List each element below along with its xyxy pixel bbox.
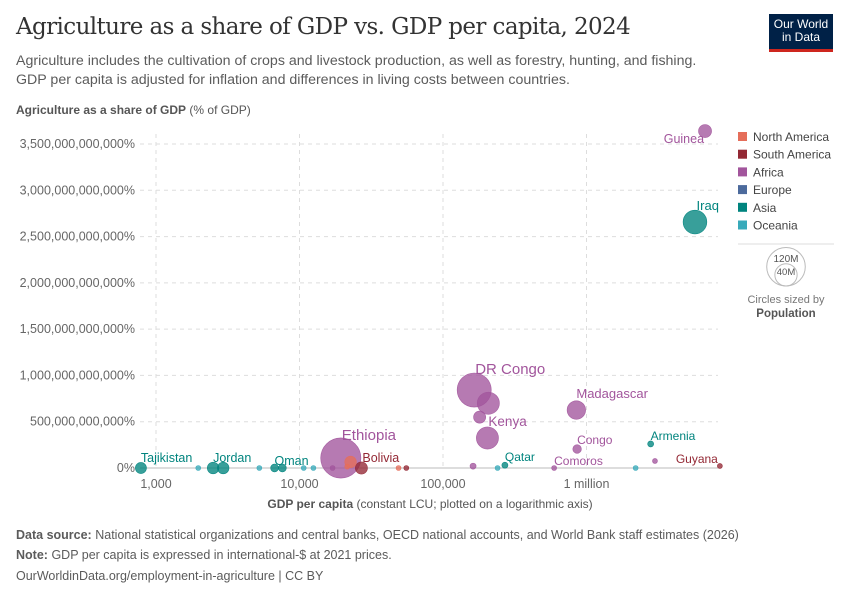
- data-point: [278, 463, 287, 473]
- x-tick-label: 100,000: [420, 477, 465, 491]
- data-point: [355, 461, 368, 475]
- data-point: [698, 124, 712, 138]
- data-point: [652, 458, 658, 464]
- y-tick-label: 1,000,000,000,000%: [20, 368, 135, 382]
- owid-logo[interactable]: Our World in Data: [769, 14, 833, 52]
- x-tick-label: 10,000: [280, 477, 318, 491]
- data-point: [217, 461, 230, 475]
- point-label: Bolivia: [362, 451, 399, 465]
- y-axis-label-unit: (% of GDP): [189, 103, 251, 117]
- point-label: Tajikistan: [141, 451, 192, 465]
- point-label: Jordan: [213, 451, 251, 465]
- data-point: [344, 463, 351, 470]
- logo-line-2: in Data: [781, 30, 821, 44]
- legend-swatch: [738, 167, 747, 177]
- data-point: [473, 410, 486, 424]
- data-point: [135, 462, 147, 474]
- data-point: [395, 465, 402, 471]
- legend-item-oceania: Oceania: [753, 219, 798, 233]
- legend-swatch: [738, 132, 747, 141]
- size-legend-circle-small: [774, 263, 798, 287]
- data-point: [682, 209, 708, 235]
- data-point: [572, 444, 582, 454]
- y-tick-label: 500,000,000,000%: [30, 415, 135, 429]
- data-point: [403, 465, 410, 471]
- data-point: [647, 440, 654, 448]
- chart-title: Agriculture as a share of GDP vs. GDP pe…: [16, 14, 631, 40]
- data-point: [329, 465, 336, 471]
- data-point: [632, 465, 639, 471]
- legend-swatch: [738, 185, 747, 195]
- data-point: [195, 465, 202, 471]
- legend-swatch: [738, 149, 747, 159]
- legend-item-europe: Europe: [753, 183, 792, 197]
- y-tick-label: 2,000,000,000,000%: [20, 276, 135, 290]
- point-label: DR Congo: [475, 361, 545, 378]
- point-label: Guyana: [676, 452, 718, 466]
- x-tick-label: 1 million: [564, 477, 610, 491]
- point-label: Ethiopia: [342, 427, 397, 444]
- data-point: [566, 400, 586, 420]
- y-tick-label: 0%: [117, 461, 135, 475]
- x-axis-label-bold: GDP per capita: [267, 497, 353, 511]
- footer-url[interactable]: OurWorldinData.org/employment-in-agricul…: [16, 569, 324, 583]
- data-point: [300, 465, 307, 471]
- legend-item-south-america: South America: [753, 148, 831, 162]
- data-point: [476, 426, 499, 450]
- point-label: Kenya: [488, 414, 527, 429]
- data-point: [551, 465, 557, 471]
- data-point: [494, 465, 501, 471]
- source-text: National statistical organizations and c…: [95, 528, 739, 542]
- note-text: GDP per capita is expressed in internati…: [51, 548, 392, 562]
- legend-swatch: [738, 202, 747, 212]
- legend-item-asia: Asia: [753, 201, 777, 215]
- y-tick-label: 3,000,000,000,000%: [20, 183, 135, 197]
- size-legend-title: Circles sized by: [747, 294, 825, 306]
- x-tick-label: 1,000: [140, 477, 171, 491]
- footer-note: Note: GDP per capita is expressed in int…: [16, 548, 392, 562]
- point-label: Congo: [577, 433, 613, 447]
- point-label: Guinea: [664, 132, 704, 146]
- data-point: [501, 461, 509, 469]
- subtitle-line-2: GDP per capita is adjusted for inflation…: [16, 72, 570, 88]
- y-tick-label: 1,500,000,000,000%: [20, 322, 135, 336]
- point-label: Comoros: [554, 454, 603, 468]
- y-axis-label-bold: Agriculture as a share of GDP: [16, 103, 187, 117]
- y-axis-label: Agriculture as a share of GDP (% of GDP): [16, 103, 251, 117]
- y-tick-label: 2,500,000,000,000%: [20, 230, 135, 244]
- point-label: Madagascar: [576, 386, 648, 401]
- point-label: Oman: [275, 454, 309, 468]
- logo-line-1: Our World: [773, 17, 829, 31]
- footer-source: Data source: National statistical organi…: [16, 528, 739, 542]
- data-point: [256, 465, 263, 471]
- point-label: Armenia: [651, 429, 696, 443]
- data-point: [717, 463, 723, 469]
- legend-item-north-america: North America: [753, 130, 829, 144]
- legend-swatch: [738, 220, 747, 230]
- x-axis-label: GDP per capita (constant LCU; plotted on…: [267, 497, 592, 511]
- x-axis-label-rest: (constant LCU; plotted on a logarithmic …: [353, 497, 592, 511]
- source-label: Data source:: [16, 528, 92, 542]
- subtitle-line-1: Agriculture includes the cultivation of …: [16, 53, 697, 69]
- data-point: [469, 462, 477, 470]
- data-point: [476, 391, 500, 415]
- data-point: [310, 465, 317, 471]
- size-legend-variable: Population: [756, 308, 815, 320]
- point-label: Qatar: [505, 450, 535, 464]
- size-legend-big-label: 120M: [773, 254, 798, 265]
- legend-item-africa: Africa: [753, 165, 784, 179]
- chart-subtitle: Agriculture includes the cultivation of …: [16, 52, 756, 90]
- note-label: Note:: [16, 548, 48, 562]
- size-legend-small-label: 40M: [777, 267, 796, 278]
- y-tick-label: 3,500,000,000,000%: [20, 137, 135, 151]
- point-label: Iraq: [697, 198, 719, 213]
